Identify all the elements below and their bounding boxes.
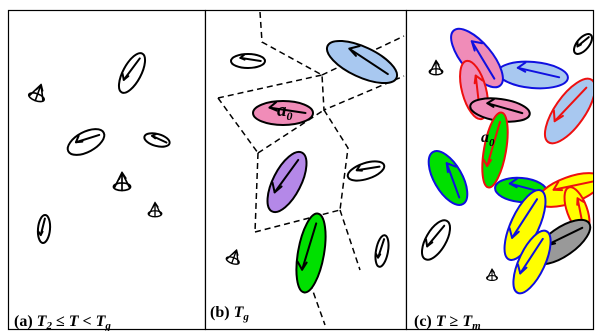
domain-boundaries bbox=[217, 11, 405, 326]
molecule bbox=[143, 132, 171, 148]
panel-c-a0-label: a0 bbox=[481, 129, 495, 149]
molecule bbox=[494, 176, 548, 204]
molecule bbox=[427, 150, 469, 206]
molecule bbox=[266, 150, 308, 214]
cone-icon bbox=[27, 83, 45, 103]
molecule bbox=[295, 212, 327, 294]
panel-b-a0-label: a0 bbox=[277, 100, 293, 123]
cone-icon bbox=[225, 249, 240, 265]
molecule bbox=[346, 160, 386, 182]
molecule bbox=[503, 189, 547, 261]
molecule bbox=[230, 53, 266, 69]
panel-a bbox=[7, 9, 207, 331]
molecule bbox=[481, 111, 509, 189]
cone-icon bbox=[428, 59, 444, 76]
cone-icon bbox=[147, 201, 163, 218]
molecule bbox=[66, 128, 106, 156]
molecule bbox=[325, 39, 399, 85]
molecule bbox=[421, 219, 451, 261]
panel-b-domains bbox=[217, 11, 405, 326]
molecule bbox=[543, 77, 593, 145]
molecule bbox=[252, 100, 314, 126]
molecule bbox=[36, 214, 52, 244]
molecule bbox=[374, 234, 390, 268]
panel-a-molecules bbox=[27, 52, 171, 244]
molecule bbox=[512, 229, 552, 295]
molecule bbox=[117, 52, 147, 94]
panel-c-jammed bbox=[421, 27, 593, 295]
panel-b-caption: (b) Tg bbox=[210, 304, 249, 323]
molecule bbox=[573, 33, 593, 55]
panel-a-caption: (a) T2 ≤ T < Tg bbox=[14, 313, 111, 331]
panel-c-caption: (c) T ≥ Tm bbox=[414, 313, 481, 331]
cone-icon bbox=[486, 268, 498, 281]
molecule bbox=[469, 97, 531, 123]
panel-a-frame bbox=[7, 9, 207, 331]
cone-icon bbox=[112, 171, 132, 192]
